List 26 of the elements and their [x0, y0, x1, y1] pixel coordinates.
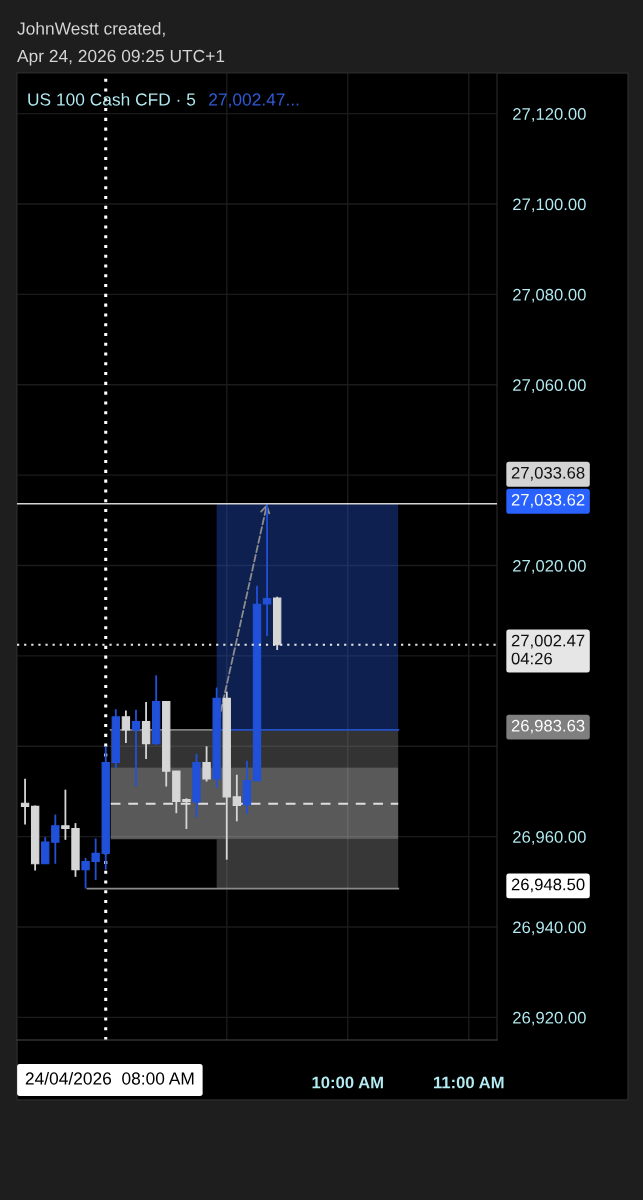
y-tick-label: 27,120.00 — [513, 108, 586, 122]
text: JohnWestt created, — [17, 21, 165, 37]
y-tick-label: 27,080.00 — [513, 288, 586, 303]
candlestick — [131, 708, 141, 788]
y-tick-label: 27,100.00 — [513, 198, 586, 213]
ref-line-label: 27,033.68 — [511, 466, 585, 481]
y-tick-label: 26,940.00 — [513, 921, 586, 936]
text: 27,002.47... — [209, 93, 299, 108]
ref-line-label: 24/04/2026 08:00 AM — [25, 1071, 194, 1085]
candlestick — [20, 777, 30, 826]
candlestick — [121, 709, 131, 745]
x-tick-label: 10:00 AM — [312, 1076, 383, 1089]
text: 27,033.62 — [511, 493, 585, 508]
ref-line-label: 27,002.47 04:26 — [511, 634, 585, 665]
text: US 100 Cash CFD · 5 — [28, 92, 196, 106]
text: Apr 24, 2026 09:25 UTC+1 — [17, 49, 225, 66]
text: 26,948.50 — [511, 878, 585, 893]
candlestick — [202, 745, 211, 783]
x-tick-label: 11:00 AM — [434, 1076, 504, 1089]
y-tick-label: 26,960.00 — [513, 831, 586, 845]
y-tick-label: 26,920.00 — [513, 1011, 586, 1026]
candlestick — [141, 701, 151, 760]
candlestick — [242, 759, 252, 815]
y-tick-label: 27,060.00 — [513, 379, 586, 393]
y-tick-label: 27,020.00 — [513, 559, 586, 574]
text: 26,983.63 — [511, 719, 585, 734]
